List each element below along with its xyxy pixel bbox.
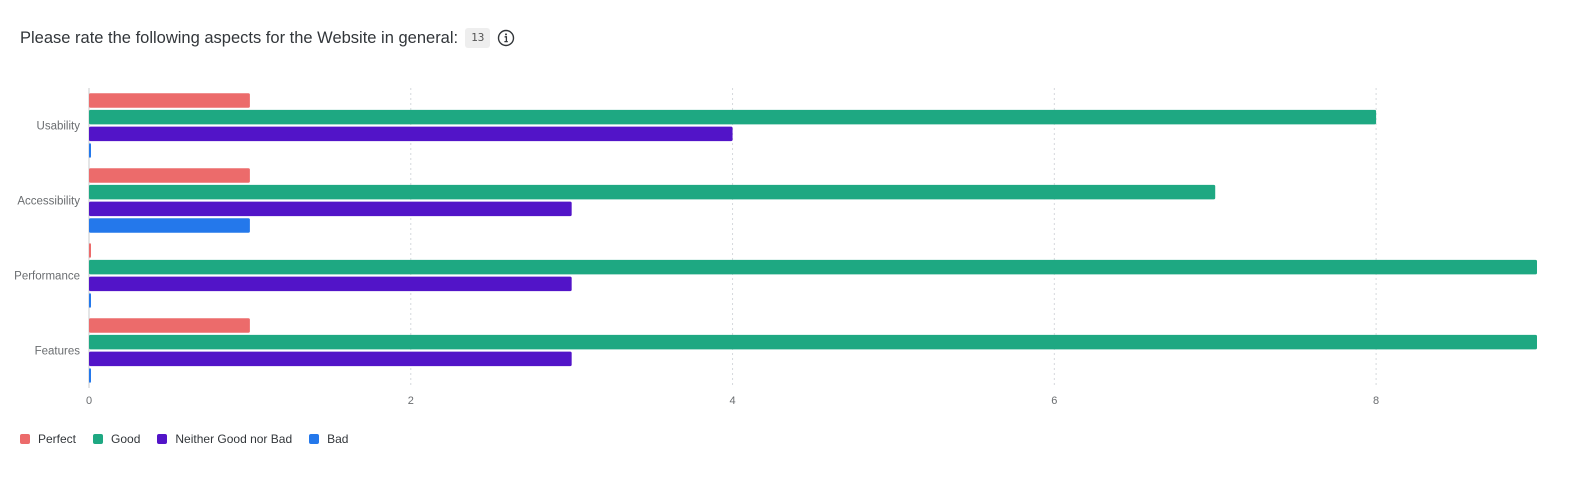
bar <box>89 109 1377 125</box>
legend-item[interactable]: Good <box>93 432 140 446</box>
bar <box>89 184 1216 200</box>
bar <box>89 351 572 367</box>
x-tick-label: 8 <box>1373 395 1379 407</box>
legend-label: Good <box>111 432 141 446</box>
response-count-badge: 13 <box>465 28 491 48</box>
y-category-label: Features <box>35 346 81 358</box>
legend-swatch <box>20 434 30 444</box>
y-category-label: Accessibility <box>17 196 80 208</box>
x-tick-label: 0 <box>86 395 92 407</box>
bar <box>89 318 250 333</box>
bar <box>89 276 572 292</box>
legend-item[interactable]: Neither Good nor Bad <box>157 432 292 446</box>
bar <box>89 143 91 158</box>
bar <box>89 218 250 233</box>
bar <box>89 93 250 108</box>
legend-label: Neither Good nor Bad <box>175 432 293 446</box>
bar <box>89 201 572 217</box>
legend-item[interactable]: Perfect <box>20 432 76 446</box>
legend-swatch <box>309 434 320 444</box>
bar <box>89 168 250 183</box>
x-tick-label: 6 <box>1051 395 1057 407</box>
chart-legend: Perfect Good Neither Good nor Bad Bad <box>20 432 365 446</box>
x-tick-label: 2 <box>408 395 414 407</box>
chart-title: Please rate the following aspects for th… <box>20 28 459 47</box>
legend-swatch <box>93 434 104 444</box>
legend-swatch <box>157 434 168 444</box>
x-tick-label: 4 <box>729 395 735 407</box>
bar <box>89 293 91 308</box>
bar <box>89 368 91 383</box>
legend-item[interactable]: Bad <box>309 432 348 446</box>
bar <box>89 243 91 258</box>
bar <box>89 334 1537 350</box>
bar <box>89 126 733 142</box>
chart-header: Please rate the following aspects for th… <box>20 26 515 50</box>
y-category-label: Usability <box>37 121 81 133</box>
y-category-label: Performance <box>14 271 80 283</box>
legend-label: Perfect <box>38 432 77 446</box>
legend-label: Bad <box>327 432 349 446</box>
bar <box>89 259 1537 275</box>
info-circle-icon[interactable] <box>497 29 515 47</box>
